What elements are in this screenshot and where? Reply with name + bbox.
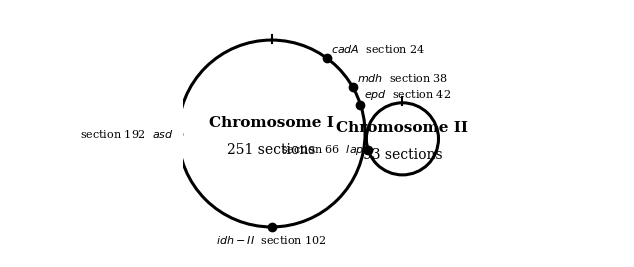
Text: 93 sections: 93 sections [363,148,443,162]
Text: Chromosome I: Chromosome I [209,116,334,130]
Text: Chromosome II: Chromosome II [337,121,469,135]
Text: 251 sections: 251 sections [228,143,316,156]
Text: section 66  $\mathit{lap}$: section 66 $\mathit{lap}$ [281,143,364,157]
Text: $\mathit{idh-II}$  section 102: $\mathit{idh-II}$ section 102 [216,234,327,246]
Text: $\mathit{mdh}$  section 38: $\mathit{mdh}$ section 38 [356,72,448,84]
Text: section 192  $\mathit{asd}$: section 192 $\mathit{asd}$ [81,128,174,139]
Text: $\mathit{epd}$  section 42: $\mathit{epd}$ section 42 [365,88,451,102]
Text: $\mathit{cadA}$  section 24: $\mathit{cadA}$ section 24 [330,43,425,55]
